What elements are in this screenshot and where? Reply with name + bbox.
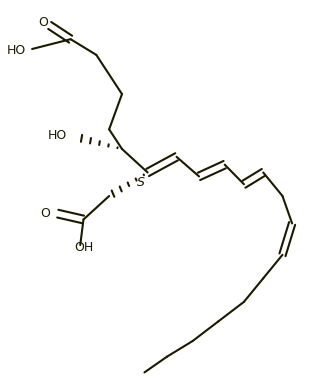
Text: O: O (40, 207, 50, 220)
Text: O: O (39, 16, 48, 29)
Text: S: S (137, 176, 145, 189)
Text: OH: OH (74, 241, 93, 254)
Text: HO: HO (48, 129, 67, 142)
Text: HO: HO (6, 44, 26, 57)
